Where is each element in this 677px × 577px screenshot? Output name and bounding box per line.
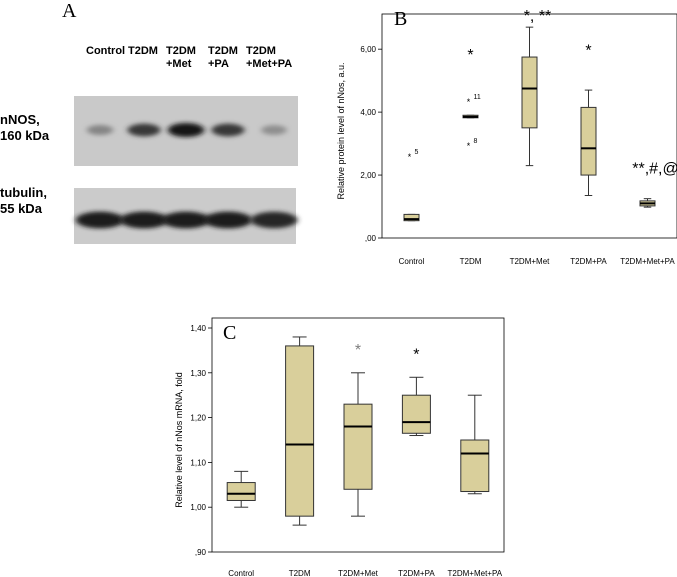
iqr-box [226,482,256,501]
x-tick-label: Control [228,569,254,577]
box-control [403,213,420,222]
panel-a-letter: A [62,0,77,22]
x-tick-label: T2DM+Met [510,257,551,266]
x-tick-label: T2DM+PA [570,257,607,266]
iqr-box [403,213,420,222]
outlier-marker: * [408,152,412,162]
outlier-marker: * [467,141,471,151]
nnos-label: nNOS, 160 kDa [0,112,50,143]
outlier-marker: * [467,97,471,107]
x-tick-label: T2DM+Met+PA [620,257,675,266]
chart-c: ,90 1,00 1,10 1,20 1,30 1,40 Relative level of… [174,317,505,577]
y-tick-label: 1,30 [190,369,206,378]
significance-annotation: *, ** [524,8,552,25]
plot-frame [211,317,505,553]
nnos-band-2 [127,123,161,137]
box-t2dm-met [521,26,538,167]
y-tick-label: 2,00 [360,171,376,180]
y-tick-label: 1,40 [190,324,206,333]
significance-annotation: * [355,342,361,359]
chart-b: ,00 2,00 4,00 6,00 Relative protein level of… [336,8,677,266]
x-tick-label: T2DM [460,257,482,266]
box-control [226,470,256,508]
box-t2dm [285,336,315,526]
plot-frame [381,13,677,239]
significance-annotation: * [585,42,591,59]
lane-label-t2dm: T2DM [128,45,158,57]
y-tick-label: 6,00 [360,45,376,54]
tubulin-band-1 [75,211,125,229]
y-tick-label: 4,00 [360,108,376,117]
nnos-band-1 [86,124,114,136]
iqr-box [580,106,597,176]
iqr-box [285,345,315,517]
iqr-box [521,56,538,129]
x-tick-label: T2DM+Met+PA [448,569,503,577]
iqr-box [460,439,490,493]
significance-annotation: **,#,@ [632,160,677,177]
box-t2dm-pa [580,89,597,197]
y-axis-label: Relative level of nNos mRNA, fold [174,372,184,508]
box-t2dm [462,114,479,119]
iqr-box [401,394,431,434]
nnos-band-4 [211,123,245,137]
iqr-box [343,403,373,490]
y-tick-label: 1,00 [190,503,206,512]
lane-label-t2dm-pa: T2DM +PA [208,45,238,70]
tubulin-label: tubulin, 55 kDa [0,185,47,216]
tubulin-band-3 [161,211,211,229]
x-tick-label: T2DM [289,569,311,577]
y-tick-label: ,00 [365,234,377,243]
box-t2dm-met [343,372,373,517]
lane-label-t2dm-met-pa: T2DM +Met+PA [246,45,293,70]
significance-annotation: * [467,47,473,64]
outlier-label: 5 [415,149,419,156]
tubulin-band-2 [119,211,169,229]
panel-c-letter: C [223,322,237,344]
lane-label-control: Control [86,45,126,57]
nnos-band-3 [167,123,205,137]
significance-annotation: * [413,346,419,363]
nnos-band-5 [261,125,287,135]
box-t2dm-met-pa [460,394,490,495]
panel-b-letter: B [394,8,408,30]
y-tick-label: 1,10 [190,458,206,467]
box-t2dm-pa [401,376,431,437]
outlier-label: 8 [474,138,478,145]
outlier-label: 11 [474,94,481,101]
y-tick-label: ,90 [195,548,207,557]
tubulin-band-5 [250,211,298,229]
tubulin-band-4 [203,211,253,229]
box-t2dm-met-pa [639,198,656,208]
y-axis-label: Relative protein level of nNos, a.u. [336,62,346,199]
x-tick-label: Control [399,257,425,266]
blot-image [74,96,298,244]
y-tick-label: 1,20 [190,414,206,423]
lane-label-t2dm-met: T2DM +Met [166,45,196,70]
x-tick-label: T2DM+PA [398,569,435,577]
x-tick-label: T2DM+Met [338,569,379,577]
